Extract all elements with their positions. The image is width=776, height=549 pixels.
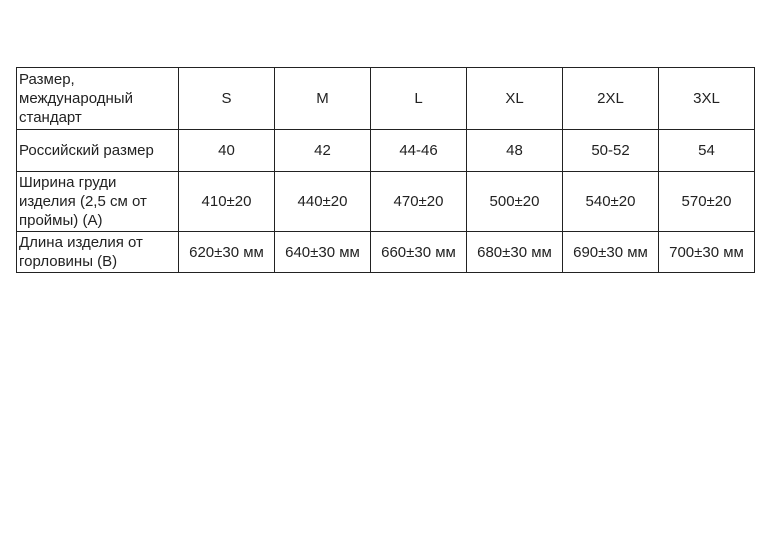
- row-label: Длина изделия от горловины (В): [16, 231, 179, 273]
- row-label: Ширина груди изделия (2,5 см от проймы) …: [16, 171, 179, 232]
- table-cell: L: [370, 67, 467, 130]
- table-cell: 470±20: [370, 171, 467, 232]
- table-cell: 3XL: [658, 67, 755, 130]
- table-cell: 2XL: [562, 67, 659, 130]
- table-cell: 570±20: [658, 171, 755, 232]
- russian-size-row: Российский размер 40 42 44-46 48 50-52 54: [16, 129, 755, 172]
- table-cell: M: [274, 67, 371, 130]
- table-cell: 54: [658, 129, 755, 172]
- table-cell: 660±30 мм: [370, 231, 467, 273]
- length-row: Длина изделия от горловины (В) 620±30 мм 6…: [16, 231, 755, 273]
- chest-width-row: Ширина груди изделия (2,5 см от проймы) …: [16, 171, 755, 232]
- table-cell: 40: [178, 129, 275, 172]
- table-cell: 48: [466, 129, 563, 172]
- table-cell: 540±20: [562, 171, 659, 232]
- table-cell: 440±20: [274, 171, 371, 232]
- table-cell: 44-46: [370, 129, 467, 172]
- row-label: Российский размер: [16, 129, 179, 172]
- table-cell: 690±30 мм: [562, 231, 659, 273]
- table-cell: 410±20: [178, 171, 275, 232]
- table-cell: 640±30 мм: [274, 231, 371, 273]
- table-cell: 42: [274, 129, 371, 172]
- table-cell: 500±20: [466, 171, 563, 232]
- table-cell: 50-52: [562, 129, 659, 172]
- table-cell: 700±30 мм: [658, 231, 755, 273]
- table-cell: XL: [466, 67, 563, 130]
- row-label: Размер, международный стандарт: [16, 67, 179, 130]
- table-cell: S: [178, 67, 275, 130]
- size-chart-table: Размер, международный стандарт S M L XL 2XL 3X…: [16, 67, 755, 273]
- table-cell: 680±30 мм: [466, 231, 563, 273]
- international-size-row: Размер, международный стандарт S M L XL 2XL 3X…: [16, 67, 755, 130]
- table-cell: 620±30 мм: [178, 231, 275, 273]
